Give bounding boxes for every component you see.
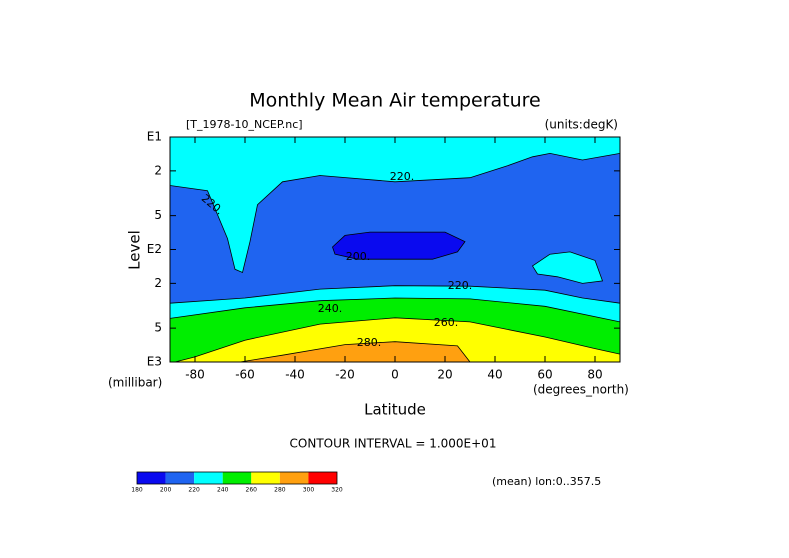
- contour-region: [332, 231, 466, 260]
- chart-title: Monthly Mean Air temperature: [249, 90, 540, 112]
- colorbar-cell: [308, 472, 337, 484]
- colorbar-cell: [194, 472, 223, 484]
- colorbar-cell: [137, 472, 166, 484]
- x-units: (degrees_north): [533, 383, 629, 397]
- y-tick-label: E2: [147, 242, 162, 256]
- y-units: (millibar): [108, 376, 162, 390]
- contour-region: [174, 317, 620, 362]
- x-tick-label: 80: [587, 368, 602, 382]
- contour-label: 220.: [390, 170, 415, 183]
- y-tick-label: 5: [154, 208, 162, 222]
- colorbar-label: 300: [303, 487, 315, 494]
- averaging-note: (mean) lon:0..357.5: [492, 475, 601, 488]
- colorbar-label: 180: [131, 487, 143, 494]
- colorbar-label: 280: [274, 487, 286, 494]
- x-tick-label: -40: [285, 368, 305, 382]
- colorbar-cell: [222, 472, 252, 484]
- colorbar-label: 320: [331, 487, 343, 494]
- contour-label: 260.: [434, 316, 459, 329]
- contour-region: [239, 341, 471, 362]
- colorbar-cell: [279, 472, 309, 484]
- x-tick-label: -20: [335, 368, 355, 382]
- colorbar-cell: [165, 472, 195, 484]
- y-tick-label: E1: [147, 130, 162, 144]
- colorbar-label: 200: [160, 487, 172, 494]
- x-tick-label: 0: [391, 368, 399, 382]
- units-label: (units:degK): [545, 118, 618, 132]
- colorbar-cell: [251, 472, 280, 484]
- contour-label: 200.: [346, 250, 371, 263]
- colorbar-frame: [136, 471, 338, 485]
- x-tick-label: 20: [437, 368, 452, 382]
- x-tick-label: -60: [235, 368, 255, 382]
- y-tick-label: 5: [154, 321, 162, 335]
- x-tick-label: 40: [487, 368, 502, 382]
- contour-label: 240.: [318, 302, 343, 315]
- contour-label: 220.: [448, 279, 473, 292]
- y-tick-label: E3: [147, 355, 162, 369]
- colorbar-label: 260: [246, 487, 258, 494]
- x-tick-label: -80: [185, 368, 205, 382]
- colorbar-label: 220: [188, 487, 200, 494]
- y-tick-label: 2: [154, 163, 162, 177]
- colorbar-label: 240: [217, 487, 229, 494]
- x-axis-label: Latitude: [364, 401, 426, 419]
- contour-region: [170, 137, 620, 274]
- y-tick-label: 2: [154, 276, 162, 290]
- x-tick-label: 60: [537, 368, 552, 382]
- contour-interval: CONTOUR INTERVAL = 1.000E+01: [290, 437, 497, 451]
- y-axis-label: Level: [126, 230, 144, 270]
- contour-label: 280.: [357, 336, 382, 349]
- file-label: [T_1978-10_NCEP.nc]: [186, 118, 303, 131]
- contour-region: [531, 251, 604, 284]
